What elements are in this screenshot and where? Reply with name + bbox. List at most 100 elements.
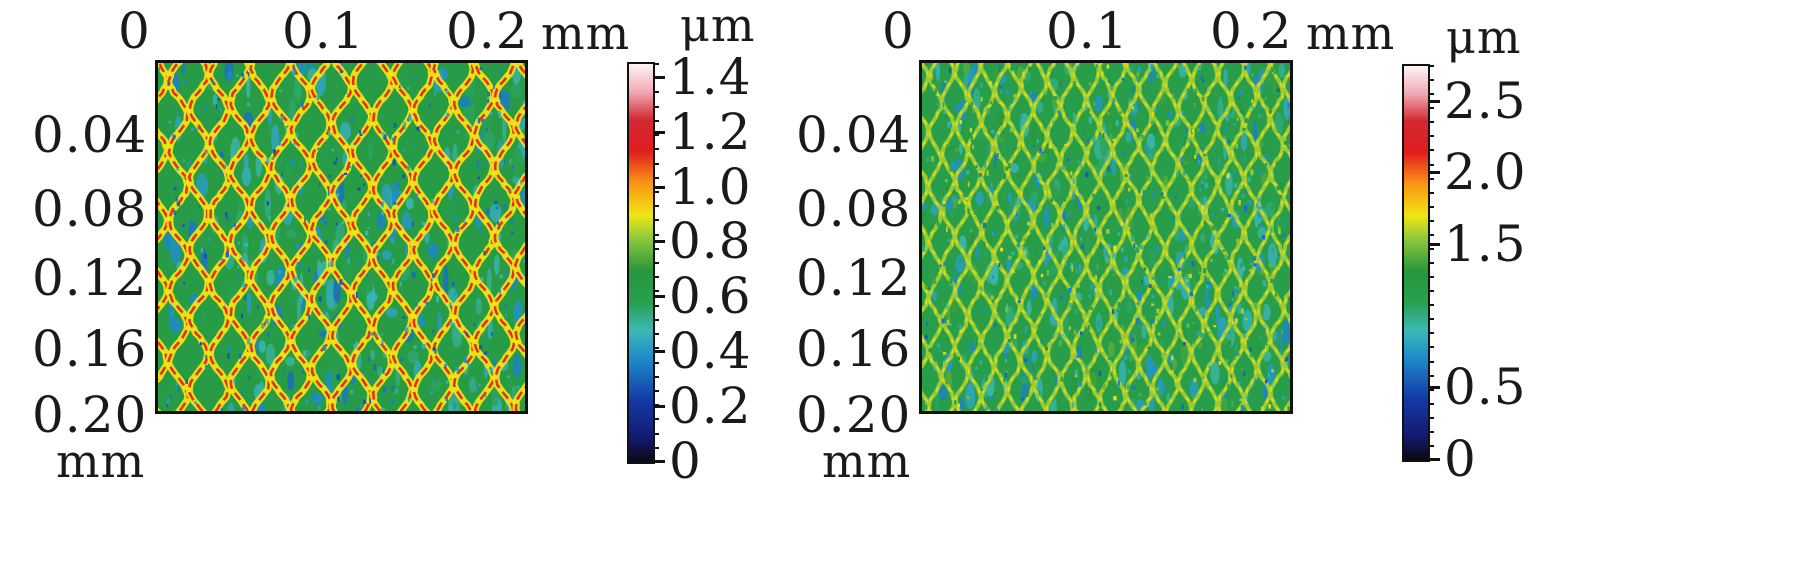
colorbar-minor-tick <box>1428 416 1434 419</box>
surface-speckle <box>1102 384 1106 391</box>
surface-speckle <box>391 385 394 391</box>
surface-speckle <box>494 200 498 205</box>
surface-speckle <box>1036 139 1039 144</box>
surface-speckle <box>305 399 309 404</box>
surface-speckle <box>1085 172 1089 178</box>
surface-speckle <box>1108 260 1111 264</box>
surface-pit <box>284 163 292 177</box>
surface-speckle <box>1258 114 1261 118</box>
surface-pit <box>1272 75 1277 94</box>
surface-speckle <box>1002 173 1007 180</box>
surface-speckle <box>1245 90 1248 93</box>
surface-speckle <box>1235 289 1239 294</box>
surface-speckle <box>998 263 1001 268</box>
surface-speckle <box>509 189 512 192</box>
surface-pit <box>1255 342 1261 354</box>
colorbar-tick-label: 0.2 <box>669 377 752 436</box>
surface-speckle <box>1177 332 1180 335</box>
surface-speckle <box>1150 120 1155 125</box>
colorbar-major-tick <box>653 295 665 299</box>
surface-speckle <box>328 175 332 178</box>
surface-pit <box>1044 204 1050 230</box>
surface-speckle <box>307 267 311 273</box>
surface-speckle <box>1201 205 1205 210</box>
surface-speckle <box>478 384 481 387</box>
surface-speckle <box>1191 129 1194 133</box>
surface-pit <box>1018 332 1028 342</box>
surface-speckle <box>1032 145 1035 148</box>
surface-speckle <box>362 183 366 186</box>
surface-speckle <box>1077 382 1080 385</box>
surface-speckle <box>1197 128 1200 132</box>
surface-speckle <box>949 282 952 286</box>
surface-speckle <box>434 90 436 96</box>
surface-speckle <box>1277 336 1281 341</box>
surface-speckle <box>487 92 491 97</box>
surface-speckle <box>516 385 520 389</box>
surface-speckle <box>1113 396 1117 401</box>
surface-speckle <box>937 95 939 100</box>
surface-speckle <box>1132 385 1136 390</box>
surface-pit <box>487 268 492 295</box>
surface-speckle <box>211 79 214 85</box>
colorbar-tick-label: 1.5 <box>1444 215 1527 274</box>
surface-speckle <box>985 406 989 410</box>
surface-speckle <box>1090 306 1093 311</box>
surface-speckle <box>172 134 176 139</box>
surface-speckle <box>413 76 417 79</box>
ridge-peak <box>228 63 251 411</box>
surface-speckle <box>1248 210 1251 214</box>
colorbar-minor-tick <box>653 190 659 193</box>
surface-speckle <box>1192 396 1195 399</box>
surface-speckle <box>296 262 301 268</box>
y-tick-label: 0.20 <box>796 386 912 444</box>
ridge-peak <box>927 63 943 411</box>
surface-speckle <box>1093 102 1096 106</box>
surface-speckle <box>992 228 996 233</box>
surface-speckle <box>242 256 245 262</box>
surface-speckle <box>226 215 229 221</box>
surface-speckle <box>325 240 328 244</box>
colorbar-tick-label: 1.0 <box>669 157 752 216</box>
colorbar-minor-tick <box>1428 262 1434 264</box>
surface-speckle <box>1112 252 1116 258</box>
surface-speckle <box>957 356 960 361</box>
surface-speckle <box>268 215 271 222</box>
surface-speckle <box>451 282 455 287</box>
surface-speckle <box>1136 128 1139 133</box>
surface-pit <box>493 254 500 276</box>
surface-speckle <box>240 257 244 260</box>
surface-speckle <box>1127 173 1130 177</box>
surface-speckle <box>1228 302 1231 307</box>
surface-speckle <box>492 85 495 90</box>
surface-speckle <box>991 232 995 236</box>
surface-speckle <box>997 152 999 157</box>
surface-speckle <box>1117 379 1121 386</box>
surface-speckle <box>1131 106 1134 109</box>
surface-speckle <box>242 282 246 288</box>
surface-speckle <box>1213 325 1217 328</box>
surface-speckle <box>1016 203 1020 208</box>
surface-speckle <box>950 212 953 218</box>
surface-pit <box>1095 367 1102 387</box>
surface-speckle <box>318 296 322 302</box>
surface-speckle <box>1180 133 1182 140</box>
surface-speckle <box>1224 125 1227 131</box>
surface-speckle <box>485 128 488 133</box>
surface-speckle <box>166 404 168 407</box>
surface-speckle <box>1179 316 1184 319</box>
colorbar-minor-tick <box>653 63 659 65</box>
surface-speckle <box>1211 225 1215 231</box>
surface-speckle <box>936 101 939 106</box>
colorbar-major-tick <box>653 350 665 354</box>
colorbar-tick-label: 0.8 <box>669 212 752 271</box>
surface-speckle <box>1250 351 1253 357</box>
surface-speckle <box>1148 284 1152 288</box>
surface-speckle <box>1189 291 1193 297</box>
surface-speckle <box>1175 172 1179 177</box>
surface-speckle <box>355 341 359 346</box>
surface-speckle <box>289 115 293 118</box>
surface-speckle <box>247 72 250 77</box>
surface-speckle <box>1028 66 1032 72</box>
surface-speckle <box>1010 66 1014 71</box>
